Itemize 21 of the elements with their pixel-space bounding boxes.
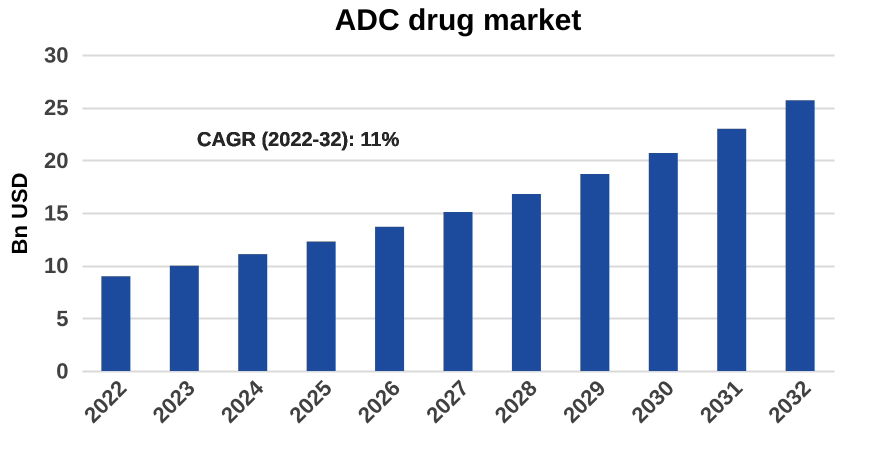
bar: [580, 174, 610, 371]
y-tick-label: 30: [44, 42, 68, 68]
y-tick-label: 5: [56, 306, 68, 331]
bar: [786, 100, 815, 371]
bar: [512, 194, 541, 371]
bar: [101, 276, 130, 371]
bar: [717, 128, 746, 371]
bar: [306, 241, 336, 371]
annotation: CAGR (2022-32): 11%: [197, 129, 400, 151]
bar: [238, 254, 268, 371]
y-axis-title: Bn USD: [7, 172, 32, 254]
bar: [375, 226, 404, 371]
y-tick-label: 20: [44, 148, 68, 173]
y-tick-label: 10: [44, 253, 68, 278]
bar: [444, 212, 472, 371]
y-tick-label: 0: [56, 358, 68, 384]
bar: [648, 152, 678, 371]
y-tick-label: 15: [44, 200, 68, 226]
bar: [170, 266, 199, 371]
y-tick-label: 25: [44, 95, 68, 120]
chart-title: ADC drug market: [334, 4, 582, 37]
